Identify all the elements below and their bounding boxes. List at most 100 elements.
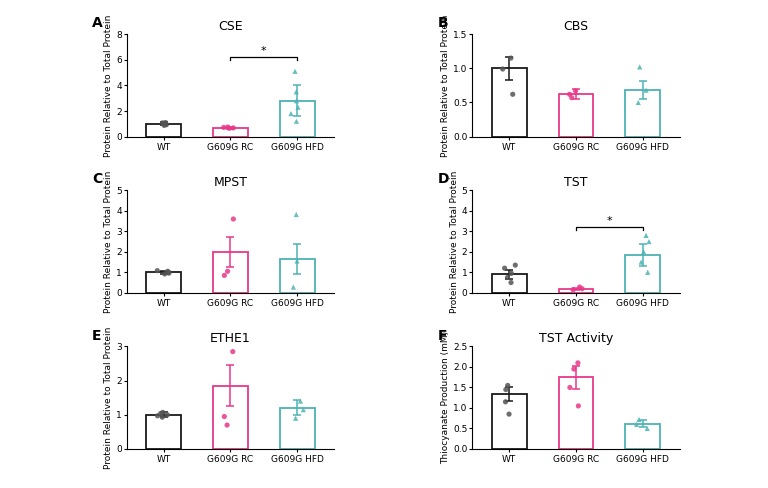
Point [498, 264, 511, 272]
Point [497, 65, 509, 73]
Point [641, 268, 654, 276]
Point [499, 398, 511, 406]
Bar [492, 274, 527, 293]
Bar [558, 377, 594, 449]
Point [294, 397, 306, 405]
Point [154, 409, 167, 417]
Point [158, 122, 170, 129]
Y-axis label: Thiocyanate Production (mM): Thiocyanate Production (mM) [442, 331, 450, 464]
Point [163, 268, 175, 276]
Bar [213, 386, 248, 449]
Point [637, 248, 650, 256]
Title: ETHE1: ETHE1 [210, 332, 251, 346]
Point [157, 408, 169, 416]
Bar [213, 128, 248, 137]
Bar [280, 101, 315, 137]
Y-axis label: Protein Relative to Total Protein: Protein Relative to Total Protein [104, 170, 114, 313]
Y-axis label: Protein Relative to Total Protein: Protein Relative to Total Protein [104, 14, 114, 157]
Text: *: * [261, 46, 266, 57]
Point [221, 421, 233, 429]
Point [572, 359, 584, 367]
Point [285, 110, 297, 118]
Point [217, 123, 230, 131]
Point [151, 412, 164, 420]
Point [502, 273, 514, 281]
Point [158, 270, 170, 278]
Bar [146, 124, 181, 137]
Point [565, 94, 578, 102]
Bar [625, 90, 660, 137]
Point [509, 261, 521, 269]
Point [221, 267, 233, 275]
Point [635, 258, 647, 266]
Text: *: * [607, 217, 612, 226]
Point [505, 279, 517, 286]
Title: MPST: MPST [214, 176, 247, 189]
Point [503, 410, 515, 418]
Point [151, 267, 164, 275]
Point [572, 402, 584, 410]
Point [569, 87, 581, 95]
Text: B: B [438, 16, 449, 30]
Bar [146, 415, 181, 449]
Point [158, 120, 170, 127]
Point [505, 269, 518, 277]
Bar [280, 259, 315, 293]
Point [290, 117, 303, 125]
Point [223, 124, 236, 132]
Title: TST Activity: TST Activity [539, 332, 613, 346]
Bar [280, 408, 315, 449]
Point [159, 121, 171, 128]
Title: TST: TST [564, 176, 588, 189]
Bar [625, 424, 660, 449]
Point [564, 384, 576, 391]
Bar [558, 289, 594, 293]
Bar [213, 252, 248, 293]
Bar [625, 255, 660, 293]
Text: F: F [438, 328, 447, 343]
Point [640, 231, 652, 239]
Point [297, 406, 310, 414]
Point [290, 414, 302, 422]
Point [156, 413, 168, 421]
Point [290, 211, 303, 219]
Point [161, 411, 174, 419]
Point [218, 413, 230, 421]
Point [218, 271, 230, 279]
Text: E: E [92, 328, 101, 343]
Bar [558, 94, 594, 137]
Point [634, 63, 646, 71]
Point [500, 386, 512, 393]
Point [631, 421, 643, 428]
Point [161, 121, 173, 129]
Text: C: C [92, 172, 102, 186]
Point [641, 425, 654, 432]
Point [287, 283, 300, 291]
Point [159, 119, 171, 126]
Point [505, 54, 517, 62]
Point [290, 97, 303, 104]
Point [574, 283, 586, 291]
Point [568, 365, 580, 373]
Bar [492, 394, 527, 449]
Text: D: D [438, 172, 449, 186]
Point [291, 257, 303, 265]
Point [576, 285, 588, 293]
Point [502, 382, 514, 389]
Title: CSE: CSE [218, 20, 243, 33]
Point [227, 215, 240, 223]
Bar [492, 68, 527, 137]
Point [227, 124, 240, 132]
Y-axis label: Protein Relative to Total Protein: Protein Relative to Total Protein [104, 326, 114, 469]
Point [633, 416, 645, 424]
Point [564, 90, 576, 98]
Point [292, 103, 304, 111]
Point [643, 238, 655, 245]
Point [161, 267, 174, 275]
Point [163, 269, 175, 277]
Point [290, 88, 303, 96]
Title: CBS: CBS [564, 20, 588, 33]
Y-axis label: Protein Relative to Total Protein: Protein Relative to Total Protein [450, 170, 459, 313]
Point [567, 286, 579, 294]
Point [289, 67, 301, 75]
